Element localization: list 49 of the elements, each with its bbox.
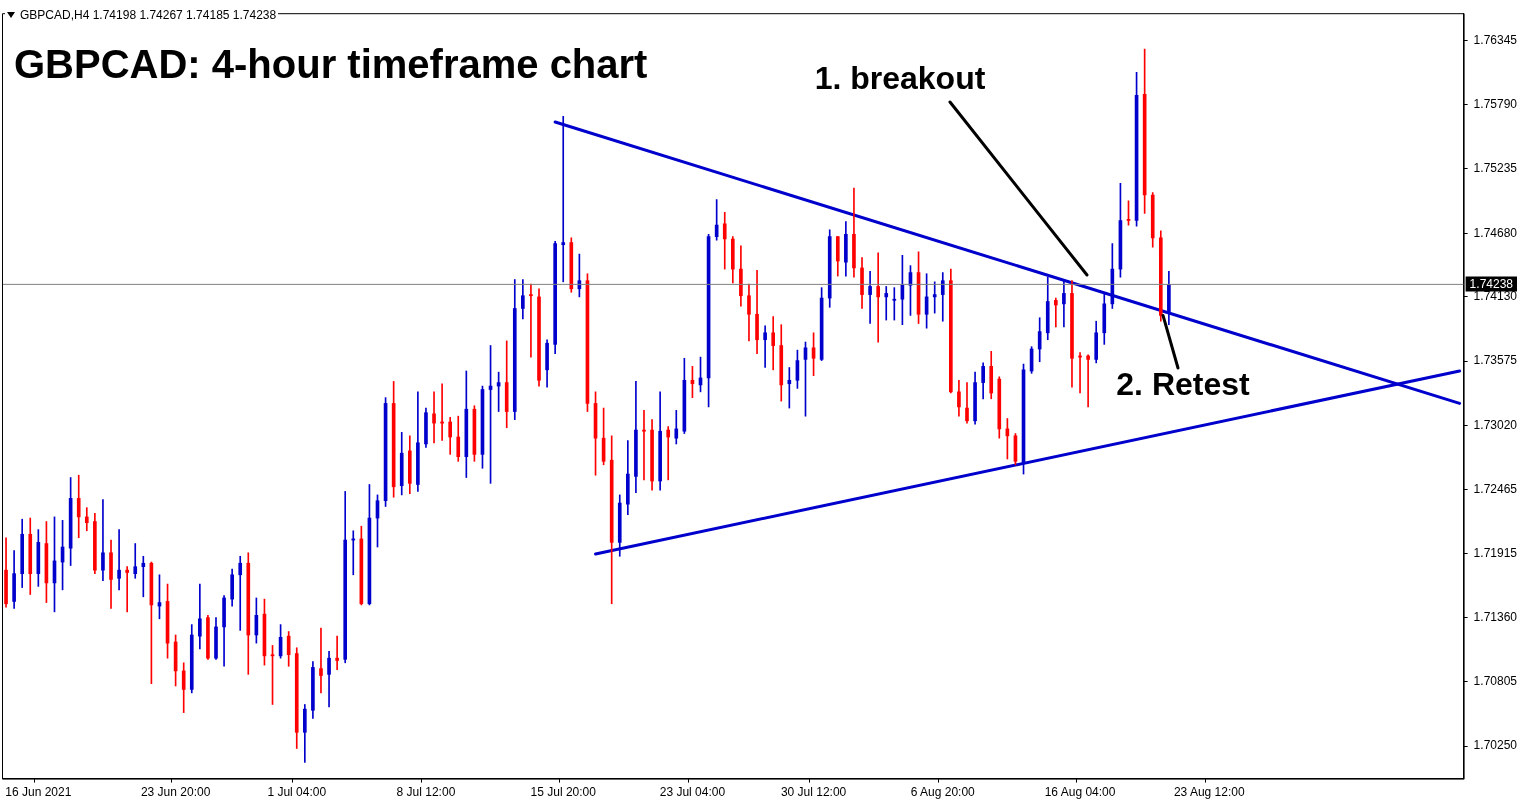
- y-tick-label: 1.75235: [1473, 161, 1518, 176]
- y-tick-label: 1.70805: [1473, 674, 1518, 689]
- x-tick-label: 16 Jun 2021: [5, 785, 72, 800]
- candlestick: [1062, 280, 1066, 328]
- candlestick: [876, 252, 880, 343]
- x-tick-label: 23 Aug 12:00: [1173, 785, 1245, 800]
- candlestick: [133, 543, 138, 579]
- candlestick: [238, 555, 243, 631]
- candlestick: [84, 507, 89, 532]
- annotation: GBPCAD,H4 1.74198 1.74267 1.74185 1.74238: [20, 8, 277, 22]
- candlestick: [1086, 354, 1090, 408]
- y-tick-label: 1.76345: [1473, 32, 1518, 47]
- candlestick: [335, 635, 339, 671]
- y-tick-label: 1.73575: [1473, 353, 1518, 368]
- candlestick: [125, 566, 129, 613]
- annotation: 1. breakout: [814, 59, 986, 96]
- x-tick-label: 8 Jul 12:00: [396, 785, 456, 800]
- candlestick: [117, 529, 121, 591]
- candlestick: [529, 283, 533, 358]
- x-tick-label: 30 Jul 12:00: [780, 785, 847, 800]
- candlestick: [868, 271, 872, 324]
- candlestick: [642, 410, 646, 481]
- candlestick: [319, 627, 323, 694]
- x-tick-label: 15 Jul 20:00: [530, 785, 597, 800]
- x-tick-label: 1 Jul 04:00: [267, 785, 327, 800]
- candlestick: [101, 499, 105, 581]
- y-tick-label: 1.70250: [1473, 738, 1518, 753]
- ref-line-label: 1.74238: [1469, 276, 1514, 291]
- y-tick-label: 1.75790: [1473, 96, 1518, 111]
- y-tick-label: 1.73020: [1473, 417, 1518, 432]
- y-tick-label: 1.71915: [1473, 545, 1518, 560]
- candlestick: [763, 325, 767, 368]
- annotation: 2. Retest: [1116, 365, 1251, 402]
- candlestick: [932, 281, 937, 314]
- text: GBPCAD: 4-hour timeframe chart: [14, 42, 648, 87]
- x-tick-label: 23 Jun 20:00: [140, 785, 211, 800]
- y-tick-label: 1.74130: [1473, 289, 1518, 304]
- x-tick-label: 23 Jul 04:00: [659, 785, 726, 800]
- candlestick: [141, 555, 146, 598]
- candlestick: [892, 287, 897, 321]
- y-tick-label: 1.72465: [1473, 482, 1518, 497]
- x-tick-label: 6 Aug 20:00: [910, 785, 976, 800]
- y-tick-label: 1.71360: [1473, 609, 1518, 624]
- candlestick: [884, 286, 889, 321]
- candlestick: [1053, 297, 1058, 328]
- candlestick: [666, 426, 671, 481]
- candlestick: [432, 391, 436, 444]
- x-tick-label: 16 Aug 04:00: [1044, 785, 1116, 800]
- y-tick-label: 1.74680: [1473, 225, 1518, 240]
